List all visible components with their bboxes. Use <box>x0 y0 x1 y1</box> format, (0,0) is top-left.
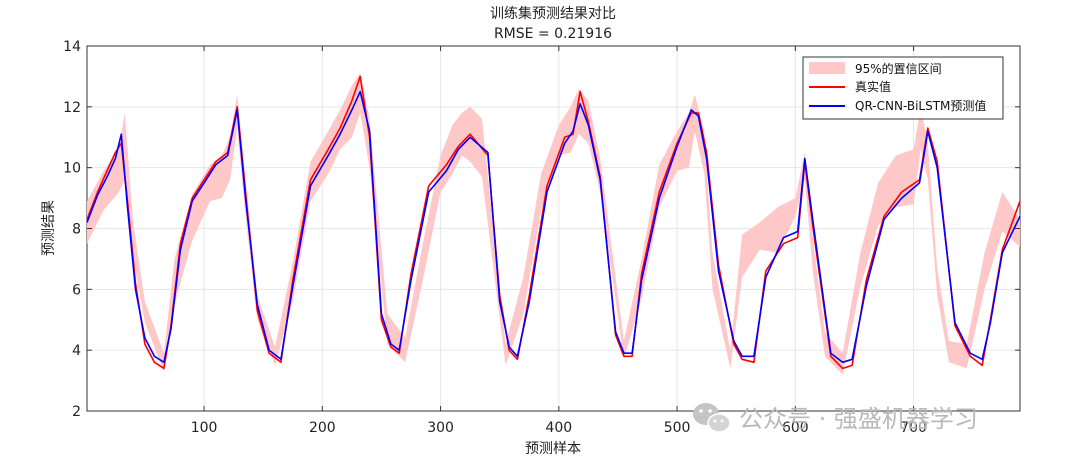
y-tick-label: 14 <box>63 39 81 55</box>
chart-subtitle: RMSE = 0.21916 <box>494 26 612 42</box>
y-tick-label: 12 <box>63 100 81 116</box>
legend-label-band: 95%的置信区间 <box>855 61 942 76</box>
x-tick-label: 600 <box>782 420 809 436</box>
legend-label-actual: 真实值 <box>855 79 891 94</box>
x-axis-label: 预测样本 <box>525 441 581 457</box>
x-tick-label: 700 <box>900 420 927 436</box>
confidence-band-area <box>87 73 1020 375</box>
x-tick-label: 500 <box>664 420 691 436</box>
y-tick-label: 6 <box>72 282 81 298</box>
y-tick-label: 8 <box>72 222 81 238</box>
x-tick-label: 200 <box>309 420 336 436</box>
y-axis-label: 预测结果 <box>41 200 57 256</box>
x-tick-label: 100 <box>191 420 218 436</box>
legend-label-predicted: QR-CNN-BiLSTM预测值 <box>855 98 986 113</box>
confidence-band <box>87 73 1020 375</box>
legend-swatch-band <box>809 62 845 74</box>
series-lines <box>86 75 1021 370</box>
wechat-icon <box>693 403 731 433</box>
x-tick-label: 400 <box>545 420 572 436</box>
series-line-predicted <box>86 90 1021 364</box>
y-tick-label: 2 <box>72 404 81 420</box>
x-tick-label: 300 <box>427 420 454 436</box>
chart-title: 训练集预测结果对比 <box>490 5 616 22</box>
watermark-text: 公众号 · 强盛机器学习 <box>739 405 978 433</box>
legend: 95%的置信区间 真实值 QR-CNN-BiLSTM预测值 <box>802 56 1004 120</box>
y-tick-label: 10 <box>63 161 81 177</box>
y-tick-label: 4 <box>72 343 81 359</box>
axis-ticks: 100 200 300 400 500 600 700 2 4 6 8 10 12 14 <box>63 39 1020 436</box>
watermark: 公众号 · 强盛机器学习 <box>693 403 978 433</box>
